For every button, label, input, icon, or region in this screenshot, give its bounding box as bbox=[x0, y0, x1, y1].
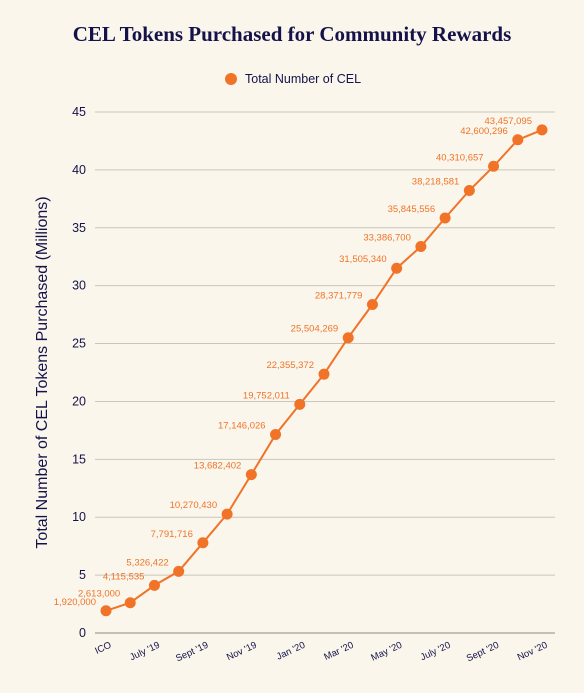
y-tick-label: 30 bbox=[72, 279, 86, 293]
data-label: 10,270,430 bbox=[170, 500, 218, 511]
data-point bbox=[221, 508, 233, 520]
legend-label: Total Number of CEL bbox=[245, 72, 361, 86]
x-tick-label: Nov '20 bbox=[516, 640, 550, 663]
data-point bbox=[391, 262, 403, 274]
x-tick-label: Sept '20 bbox=[465, 640, 501, 665]
data-label: 22,355,372 bbox=[266, 360, 314, 371]
y-tick-label: 5 bbox=[79, 568, 86, 582]
y-tick-label: 40 bbox=[72, 163, 86, 177]
y-tick-label: 10 bbox=[72, 510, 86, 524]
y-tick-label: 35 bbox=[72, 221, 86, 235]
data-label: 42,600,296 bbox=[460, 126, 508, 137]
data-label: 4,115,535 bbox=[103, 571, 145, 582]
data-label: 31,505,340 bbox=[339, 254, 387, 265]
y-tick-label: 25 bbox=[72, 337, 86, 351]
data-label: 17,146,026 bbox=[218, 420, 266, 431]
data-point bbox=[415, 240, 427, 252]
data-point bbox=[536, 124, 548, 136]
y-tick-label: 20 bbox=[72, 394, 86, 408]
data-point bbox=[270, 428, 282, 440]
x-tick-label: Sept '19 bbox=[174, 640, 210, 665]
data-label: 1,920,000 bbox=[54, 597, 96, 608]
data-point bbox=[463, 185, 475, 197]
x-tick-label: July '19 bbox=[128, 640, 162, 663]
x-tick-label: May '20 bbox=[369, 640, 404, 664]
x-tick-label: Nov '19 bbox=[225, 640, 259, 663]
data-label: 28,371,779 bbox=[315, 291, 363, 302]
x-tick-label: ICO bbox=[93, 640, 113, 657]
data-point bbox=[439, 212, 451, 224]
data-point bbox=[124, 597, 136, 609]
data-point bbox=[197, 537, 209, 549]
y-axis-label: Total Number of CEL Tokens Purchased (Mi… bbox=[34, 196, 51, 548]
x-tick-label: Mar '20 bbox=[322, 640, 355, 663]
x-tick-label: Jan '20 bbox=[275, 640, 307, 663]
data-label: 35,845,556 bbox=[388, 204, 436, 215]
y-tick-label: 45 bbox=[72, 105, 86, 119]
data-point bbox=[294, 398, 306, 410]
data-label: 13,682,402 bbox=[194, 461, 242, 472]
data-label: 43,457,095 bbox=[484, 116, 532, 127]
data-point bbox=[100, 605, 112, 617]
data-point bbox=[488, 160, 500, 172]
data-point bbox=[366, 299, 378, 311]
data-label: 33,386,700 bbox=[363, 232, 411, 243]
chart-title: CEL Tokens Purchased for Community Rewar… bbox=[72, 22, 512, 46]
data-label: 2,613,000 bbox=[78, 589, 120, 600]
legend-marker bbox=[225, 73, 237, 85]
data-label: 5,326,422 bbox=[126, 557, 168, 568]
data-label: 40,310,657 bbox=[436, 152, 484, 163]
data-point bbox=[512, 134, 524, 146]
data-point bbox=[318, 368, 330, 380]
data-label: 19,752,011 bbox=[243, 390, 290, 401]
data-point bbox=[245, 469, 257, 481]
data-label: 38,218,581 bbox=[412, 177, 460, 188]
y-tick-label: 0 bbox=[79, 626, 86, 640]
y-tick-label: 15 bbox=[72, 452, 86, 466]
data-point bbox=[173, 565, 185, 577]
data-label: 7,791,716 bbox=[151, 529, 193, 540]
x-tick-label: July '20 bbox=[419, 640, 453, 663]
data-point bbox=[342, 332, 354, 344]
data-label: 25,504,269 bbox=[291, 324, 339, 335]
data-point bbox=[148, 579, 160, 591]
